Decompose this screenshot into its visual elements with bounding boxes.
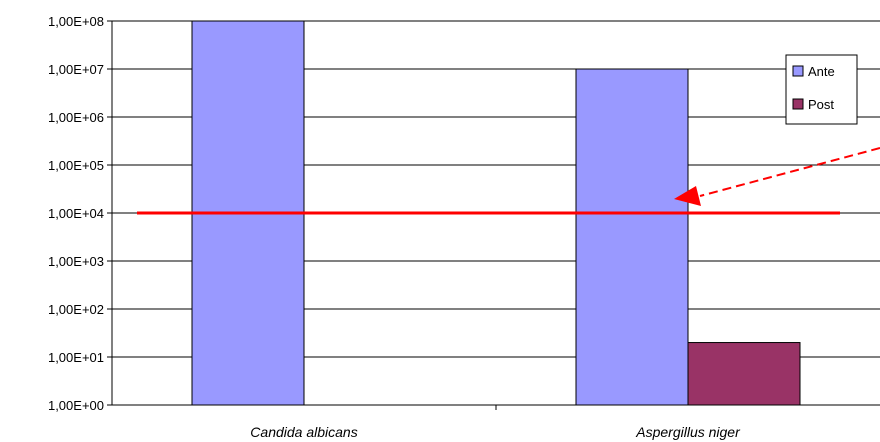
- y-tick-label: 1,00E+08: [48, 14, 104, 29]
- bars: [191, 20, 801, 406]
- category-label: Aspergillus niger: [635, 424, 741, 440]
- legend-swatch-post: [792, 98, 804, 110]
- legend: Ante Post: [785, 54, 858, 125]
- arrow-line: [699, 147, 880, 197]
- legend-label-ante: Ante: [808, 64, 835, 79]
- y-tick-label: 1,00E+04: [48, 206, 104, 221]
- y-tick-label: 1,00E+05: [48, 158, 104, 173]
- axes: [111, 21, 880, 406]
- y-tick-label: 1,00E+07: [48, 62, 104, 77]
- legend-swatch-ante: [792, 65, 804, 77]
- bar-post-2: [687, 342, 801, 406]
- legend-box: [785, 54, 858, 125]
- y-tick-label: 1,00E+01: [48, 350, 104, 365]
- annotations: [137, 147, 880, 215]
- bar-ante-2: [575, 68, 689, 406]
- category-label: Candida albicans: [250, 424, 357, 440]
- y-tick-label: 1,00E+06: [48, 110, 104, 125]
- category-labels: Candida albicans Aspergillus niger: [250, 424, 741, 440]
- y-tick-label: 1,00E+02: [48, 302, 104, 317]
- legend-label-post: Post: [808, 97, 834, 112]
- arrow-head: [674, 186, 701, 206]
- y-tick-label: 1,00E+00: [48, 398, 104, 413]
- y-tick-labels: 1,00E+00 1,00E+01 1,00E+02 1,00E+03 1,00E+04…: [48, 14, 104, 413]
- y-tick-label: 1,00E+03: [48, 254, 104, 269]
